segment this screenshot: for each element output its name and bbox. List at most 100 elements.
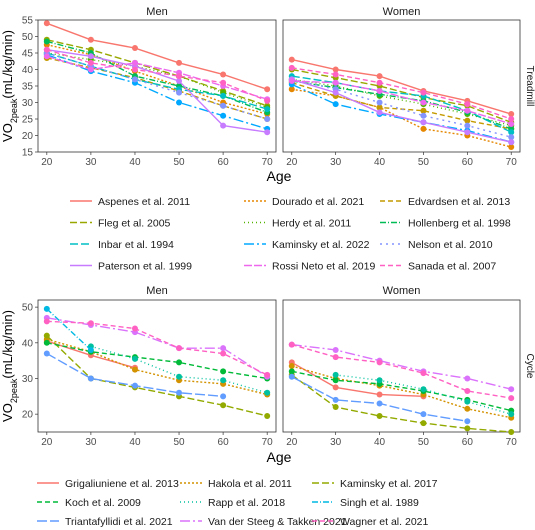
x-tick-label: 40	[374, 437, 386, 448]
series-line	[46, 338, 268, 396]
data-point	[264, 86, 271, 93]
data-point	[332, 101, 339, 108]
x-tick-label: 20	[286, 437, 298, 448]
series-line	[46, 44, 268, 115]
data-point	[176, 73, 183, 80]
legend-label: Rossi Neto et al. 2019	[272, 261, 375, 273]
series-triantafyllidi-et-al-2021	[43, 350, 227, 400]
series-singh-et-al-1989	[43, 305, 94, 353]
legend-label: Triantafyllidi et al. 2021	[65, 516, 173, 528]
facet-strip-label: Men	[146, 285, 167, 297]
data-point	[87, 59, 94, 66]
x-tick-label: 30	[330, 437, 342, 448]
series-aspenes-et-al-2011	[43, 20, 271, 93]
x-tick-label: 30	[85, 157, 97, 168]
series-wagner-et-al-2021	[43, 318, 271, 378]
y-tick-label: 15	[22, 148, 34, 159]
data-point	[43, 38, 50, 45]
series-triantafyllidi-et-al-2021	[288, 373, 471, 425]
series-line	[291, 343, 512, 390]
data-point	[131, 325, 138, 332]
series-line	[291, 67, 512, 120]
data-point	[176, 359, 183, 366]
series-line	[46, 320, 268, 376]
series-line	[46, 335, 268, 417]
series-line	[46, 52, 268, 120]
series-line	[291, 78, 512, 127]
treadmill-women-panel: Women 20 30 40 50 60 70	[282, 3, 521, 168]
data-point	[508, 139, 515, 146]
data-point	[131, 382, 138, 389]
facet-strip-label: Women	[383, 6, 421, 18]
x-tick-label: 20	[41, 437, 53, 448]
legend-label: Hollenberg et al. 1998	[408, 218, 511, 230]
data-point	[376, 400, 383, 407]
legend-item-koch-et-al-2009: Koch et al. 2009	[37, 497, 141, 509]
x-tick-label: 40	[129, 437, 141, 448]
data-point	[87, 320, 94, 327]
data-point	[420, 125, 427, 132]
legend-label: Rapp et al. 2018	[208, 497, 285, 509]
series-line	[46, 52, 268, 110]
data-point	[508, 111, 515, 118]
data-point	[220, 345, 227, 352]
data-point	[176, 59, 183, 66]
legend-item-kaminsky-et-al-2022: Kaminsky et al. 2022	[244, 239, 370, 251]
data-point	[332, 354, 339, 361]
data-point	[288, 373, 295, 380]
data-point	[332, 89, 339, 96]
data-point	[220, 71, 227, 78]
data-point	[420, 386, 427, 393]
x-tick-label: 40	[129, 157, 141, 168]
y-tick-label: 30	[22, 98, 34, 109]
x-tick-label: 50	[173, 437, 185, 448]
cycle-men-panel: Men 20 30 40 50 60 70 20 30 40 50	[22, 282, 277, 448]
data-point	[220, 122, 227, 129]
data-point	[288, 78, 295, 85]
series-rapp-et-al-2018	[332, 371, 515, 418]
data-point	[220, 112, 227, 119]
facet-strip	[283, 282, 520, 298]
data-point	[508, 134, 515, 141]
x-tick-label: 70	[506, 157, 518, 168]
data-point	[376, 412, 383, 419]
data-point	[43, 350, 50, 357]
legend-label: Edvardsen et al. 2013	[408, 196, 510, 208]
data-point	[131, 76, 138, 83]
data-point	[420, 420, 427, 427]
cycle-legend: Grigaliuniene et al. 2013 Hakola et al. 2…	[37, 478, 438, 528]
data-point	[420, 119, 427, 126]
data-point	[288, 341, 295, 348]
data-point	[420, 89, 427, 96]
x-tick-label: 20	[286, 157, 298, 168]
x-tick-label: 50	[173, 157, 185, 168]
legend-label: Fleg et al. 2005	[98, 218, 171, 230]
data-point	[43, 53, 50, 60]
data-point	[464, 418, 471, 425]
data-point	[220, 377, 227, 384]
cycle-chart: Men 20 30 40 50 60 70 20 30 40 50 Women 20 30 40 50 60 70…	[0, 282, 535, 465]
legend-item-sanada-et-al-2007: Sanada et al. 2007	[380, 261, 496, 273]
legend-item-herdy-et-al-2011: Herdy et al. 2011	[244, 218, 351, 230]
x-axis-label: Age	[267, 168, 292, 184]
data-point	[131, 355, 138, 362]
data-point	[464, 122, 471, 129]
legend-item-inbar-et-al-1994: Inbar et al. 1994	[70, 239, 174, 251]
data-point	[220, 92, 227, 99]
legend-label: Paterson et al. 1999	[98, 261, 192, 273]
data-point	[464, 405, 471, 412]
panel-border	[37, 299, 277, 433]
legend-label: Sanada et al. 2007	[408, 261, 496, 273]
series-line	[291, 80, 512, 125]
data-point	[43, 20, 50, 27]
data-point	[508, 386, 515, 393]
x-tick-label: 70	[262, 437, 274, 448]
legend-label: Herdy et al. 2011	[272, 218, 351, 230]
data-point	[220, 402, 227, 409]
legend-label: Grigaliuniene et al. 2013	[65, 478, 179, 490]
y-tick-label: 25	[22, 115, 34, 126]
data-point	[264, 412, 271, 419]
x-tick-label: 60	[218, 437, 230, 448]
data-point	[288, 368, 295, 375]
